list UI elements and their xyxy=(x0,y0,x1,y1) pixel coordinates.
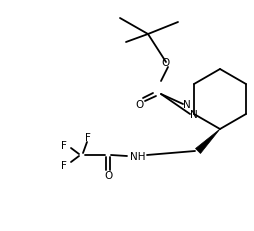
Text: N: N xyxy=(183,100,191,109)
Polygon shape xyxy=(196,129,220,154)
Text: F: F xyxy=(61,160,67,170)
Text: F: F xyxy=(85,132,91,142)
Text: F: F xyxy=(61,140,67,150)
Text: O: O xyxy=(136,100,144,109)
Text: NH: NH xyxy=(130,151,146,161)
Text: N: N xyxy=(190,109,198,119)
Text: O: O xyxy=(162,58,170,68)
Text: O: O xyxy=(104,170,112,180)
